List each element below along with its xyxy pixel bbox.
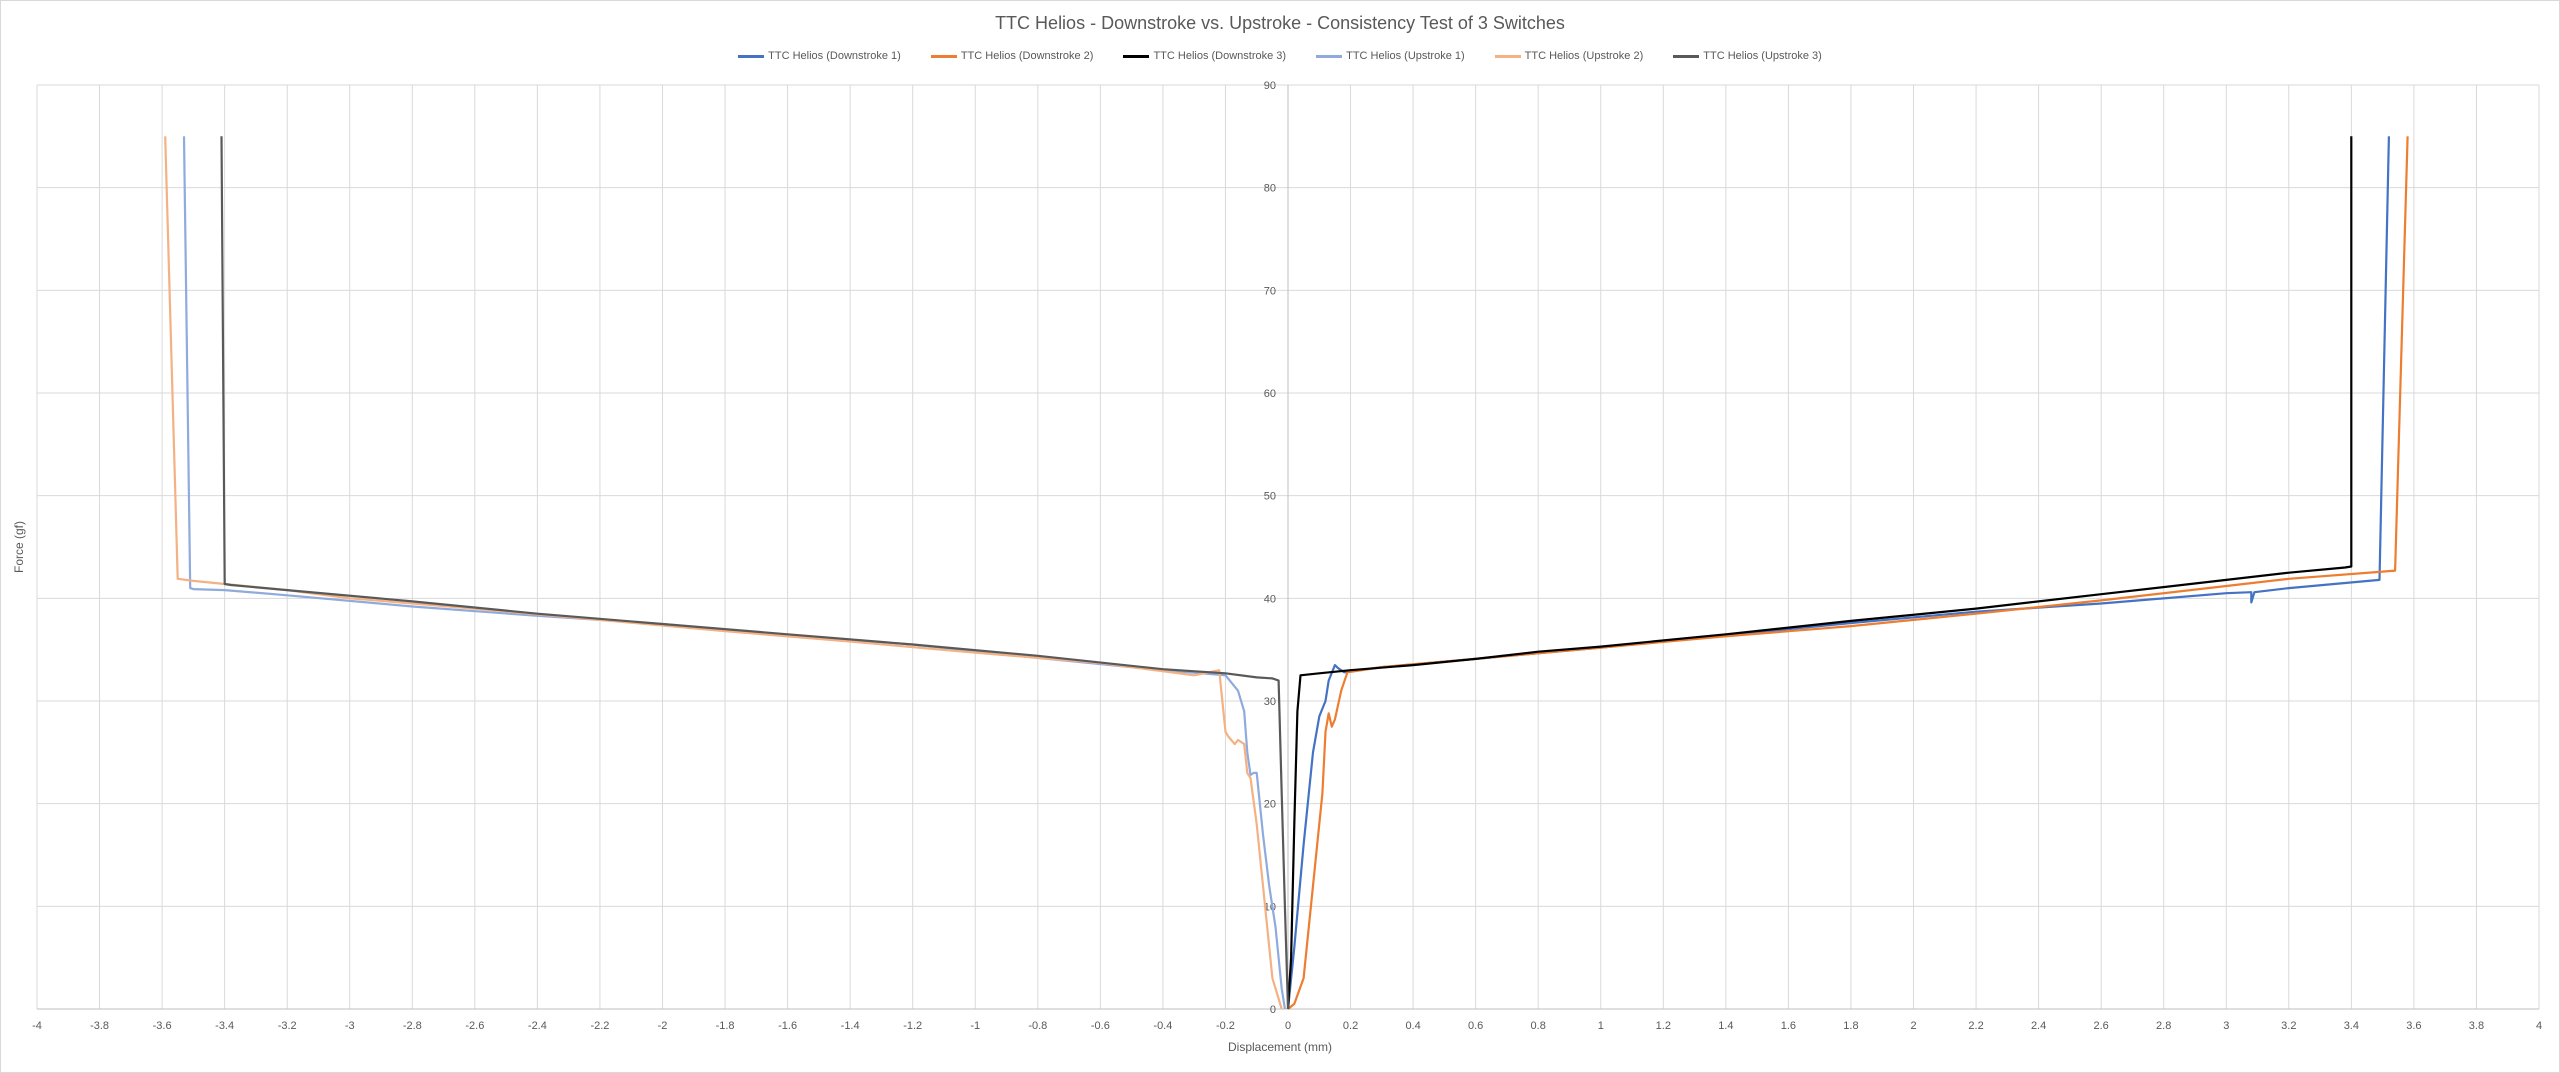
series-line-6 (220, 136, 1290, 1010)
gridlines (36, 84, 2540, 1010)
y-tick-label: 50 (1264, 491, 1276, 503)
x-tick-label: -1.8 (716, 1020, 735, 1032)
legend-item-upstroke-3: TTC Helios (Upstroke 3) (1673, 50, 1822, 62)
x-tick-label: 4 (2536, 1020, 2542, 1032)
x-tick-label: 0.8 (1531, 1020, 1546, 1032)
legend-swatch-downstroke-3 (1123, 54, 1150, 58)
x-tick-label: 2.8 (2156, 1020, 2171, 1032)
x-tick-label: -3.4 (215, 1020, 234, 1032)
x-tick-label: -1.2 (903, 1020, 922, 1032)
legend-swatch-downstroke-1 (738, 54, 765, 58)
x-tick-label: -2.4 (528, 1020, 547, 1032)
legend-item-downstroke-3: TTC Helios (Downstroke 3) (1123, 50, 1286, 62)
legend-swatch-upstroke-2 (1494, 54, 1521, 58)
y-tick-label: 80 (1264, 183, 1276, 195)
x-tick-label: 3.6 (2406, 1020, 2421, 1032)
x-tick-label: 0.2 (1343, 1020, 1358, 1032)
x-tick-label: 2.6 (2094, 1020, 2109, 1032)
x-tick-label: -2.8 (403, 1020, 422, 1032)
legend-label-downstroke-1: TTC Helios (Downstroke 1) (768, 50, 901, 62)
series-line-4 (182, 136, 1286, 1010)
x-tick-labels: -4 -3.8 -3.6 -3.4 -3.2 -3 -2.8 -2.6 -2.4 -2.2 -2 -1… (32, 1020, 2542, 1032)
legend-label-upstroke-1: TTC Helios (Upstroke 1) (1346, 50, 1465, 62)
x-tick-label: -0.2 (1216, 1020, 1235, 1032)
legend: TTC Helios (Downstroke 1) TTC Helios (Do… (1, 50, 2559, 62)
series-line-1 (1286, 136, 2390, 1010)
legend-item-downstroke-1: TTC Helios (Downstroke 1) (738, 50, 901, 62)
series-lines (164, 136, 2409, 1010)
y-tick-label: 60 (1264, 388, 1276, 400)
legend-item-upstroke-1: TTC Helios (Upstroke 1) (1316, 50, 1465, 62)
x-tick-label: -3 (345, 1020, 355, 1032)
x-tick-label: 3.2 (2281, 1020, 2296, 1032)
x-tick-label: 1.8 (1843, 1020, 1858, 1032)
legend-swatch-upstroke-3 (1673, 54, 1700, 58)
legend-label-upstroke-3: TTC Helios (Upstroke 3) (1703, 50, 1822, 62)
x-tick-label: -3.2 (278, 1020, 297, 1032)
legend-label-downstroke-2: TTC Helios (Downstroke 2) (960, 50, 1094, 62)
x-tick-label: 0.4 (1405, 1020, 1420, 1032)
x-tick-label: 2 (1910, 1020, 1916, 1032)
x-axis-title: Displacement (mm) (1227, 1040, 1332, 1054)
x-tick-label: 0.6 (1468, 1020, 1483, 1032)
x-tick-label: 2.2 (1968, 1020, 1983, 1032)
series-line-2 (1287, 136, 2409, 1010)
chart-title: TTC Helios - Downstroke vs. Upstroke - C… (995, 13, 1565, 33)
x-tick-label: -1 (970, 1020, 980, 1032)
x-tick-label: 1.4 (1718, 1020, 1733, 1032)
x-tick-label: 1.6 (1781, 1020, 1796, 1032)
x-tick-label: -2 (658, 1020, 668, 1032)
x-tick-label: -3.6 (153, 1020, 172, 1032)
y-tick-label: 20 (1264, 799, 1276, 811)
y-tick-label: 40 (1264, 593, 1276, 605)
x-tick-label: -1.6 (778, 1020, 797, 1032)
x-tick-label: -4 (32, 1020, 42, 1032)
x-tick-label: -0.6 (1091, 1020, 1110, 1032)
x-tick-label: -1.4 (841, 1020, 860, 1032)
legend-swatch-downstroke-2 (930, 54, 957, 58)
x-tick-label: 3 (2223, 1020, 2229, 1032)
y-tick-label: 30 (1264, 696, 1276, 708)
x-tick-label: 0 (1285, 1020, 1291, 1032)
x-tick-label: -0.8 (1028, 1020, 1047, 1032)
x-tick-label: -2.6 (465, 1020, 484, 1032)
x-tick-label: 3.4 (2344, 1020, 2359, 1032)
x-tick-label: -2.2 (590, 1020, 609, 1032)
x-tick-label: -3.8 (90, 1020, 109, 1032)
legend-label-downstroke-3: TTC Helios (Downstroke 3) (1153, 50, 1287, 62)
y-tick-label: 70 (1264, 285, 1276, 297)
legend-item-upstroke-2: TTC Helios (Upstroke 2) (1494, 50, 1644, 62)
x-tick-label: 1.2 (1656, 1020, 1671, 1032)
legend-swatch-upstroke-1 (1316, 54, 1343, 58)
legend-label-upstroke-2: TTC Helios (Upstroke 2) (1524, 50, 1644, 62)
y-tick-label: 90 (1264, 80, 1276, 92)
x-tick-label: 2.4 (2031, 1020, 2046, 1032)
series-line-3 (1286, 136, 2353, 1010)
x-tick-label: 1 (1598, 1020, 1604, 1032)
series-line-5 (164, 136, 1283, 1010)
x-tick-label: 3.8 (2469, 1020, 2484, 1032)
y-tick-label: 0 (1270, 1004, 1276, 1016)
legend-item-downstroke-2: TTC Helios (Downstroke 2) (930, 50, 1094, 62)
x-tick-label: -0.4 (1153, 1020, 1172, 1032)
